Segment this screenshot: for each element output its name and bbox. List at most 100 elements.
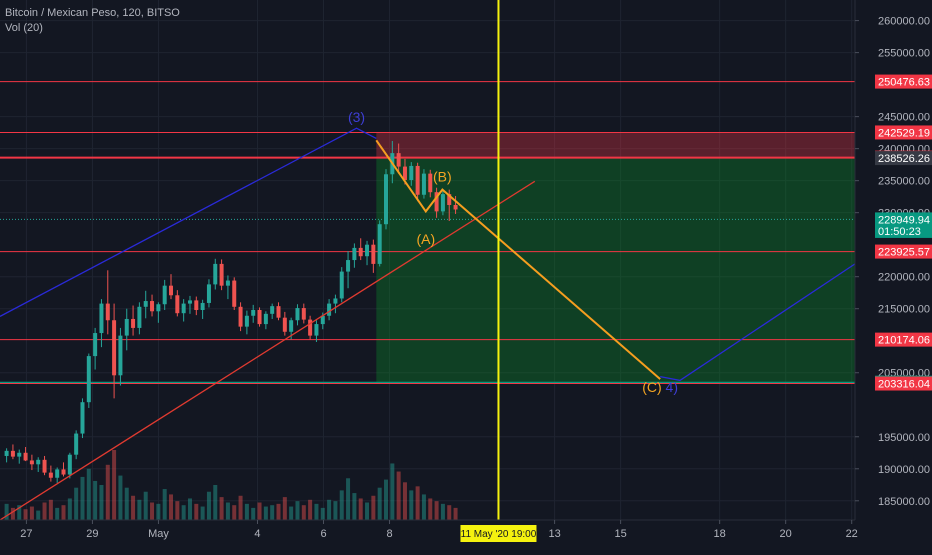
candle-body: [447, 194, 452, 205]
volume-bar: [308, 499, 313, 520]
volume-bar: [390, 463, 395, 520]
candle-body: [428, 173, 433, 193]
candle-body: [308, 319, 313, 336]
volume-bar: [23, 509, 28, 520]
candle-body: [339, 271, 344, 299]
candle-body: [402, 166, 407, 181]
price-tick-label-0: 260000.00: [878, 16, 930, 28]
price-tick-label-9: 195000.00: [878, 432, 930, 444]
candle-body: [118, 335, 123, 376]
volume-bar: [93, 480, 98, 520]
wave-label-4: 4): [666, 379, 678, 395]
trendline-abc-orange: [375, 139, 661, 380]
volume-bar: [453, 507, 458, 520]
volume-bar: [99, 485, 104, 520]
candle-body: [131, 318, 136, 328]
candle-body: [365, 244, 370, 257]
volume-bar: [377, 487, 382, 520]
volume-bar: [295, 501, 300, 520]
price-label-text-6: 203316.04: [878, 379, 930, 391]
crosshair-time-label-box: [460, 525, 537, 542]
candle-body: [232, 280, 237, 307]
volume-bar: [169, 494, 174, 520]
price-label-text-4: 210174.06: [878, 335, 930, 347]
candle-body: [219, 263, 224, 286]
candle-body: [42, 459, 47, 473]
volume-bar: [48, 499, 53, 520]
volume-bar: [55, 507, 60, 520]
candle-body: [17, 452, 22, 457]
time-tick-label-9: 20: [780, 528, 792, 540]
candle-body: [434, 192, 439, 212]
wave-label-2: (B): [433, 168, 452, 184]
volume-bar: [232, 505, 237, 520]
candle-body: [150, 301, 155, 312]
volume-indicator-label: Vol (20): [5, 22, 43, 34]
crosshair-time-label: 11 May '20 19:00: [461, 529, 537, 540]
volume-bar: [150, 502, 155, 520]
volume-bar: [282, 497, 287, 520]
volume-bar: [301, 505, 306, 520]
candle-body: [415, 165, 420, 195]
candle-body: [346, 260, 351, 272]
volume-bar: [384, 479, 389, 520]
volume-bar: [29, 506, 34, 520]
volume-bar: [206, 491, 211, 520]
candle-body: [377, 224, 382, 264]
volume-bar: [200, 506, 205, 520]
volume-bar: [74, 487, 79, 520]
volume-bar: [415, 486, 420, 520]
volume-bar: [225, 502, 230, 520]
price-axis-background: [855, 0, 932, 550]
volume-bar: [440, 503, 445, 520]
candle-body: [124, 318, 129, 336]
take-profit-zone: [376, 157, 855, 383]
candle-body: [225, 280, 230, 286]
candle-body: [358, 247, 363, 257]
wave-label-0: (3): [348, 109, 365, 125]
candle-body: [314, 324, 319, 336]
time-tick-label-7: 15: [614, 528, 626, 540]
candle-body: [194, 300, 199, 310]
candle-body: [453, 204, 458, 210]
candle-body: [80, 402, 85, 434]
symbol-title: Bitcoin / Mexican Peso, 120, BITSO: [5, 7, 180, 19]
candle-body: [23, 452, 28, 461]
volume-bar: [251, 507, 256, 520]
wave-label-3: (C): [642, 379, 661, 395]
candle-body: [409, 165, 414, 181]
candle-body: [181, 303, 186, 314]
price-label-text-3: 223925.57: [878, 247, 930, 259]
candle-body: [238, 306, 243, 327]
volume-bar: [352, 493, 357, 520]
candle-body: [333, 298, 338, 304]
volume-bar: [421, 494, 426, 520]
candle-body: [162, 285, 167, 305]
volume-bar: [143, 491, 148, 520]
candle-body: [327, 303, 332, 316]
candle-body: [352, 247, 357, 261]
volume-bar: [371, 495, 376, 520]
candle-body: [55, 469, 60, 478]
candle-body: [112, 320, 117, 376]
volume-bar: [80, 476, 85, 520]
candle-body: [29, 460, 34, 465]
time-axis-background: [0, 520, 855, 550]
candle-body: [440, 194, 445, 212]
candle-body: [137, 306, 142, 328]
volume-bar: [447, 505, 452, 520]
volume-bar: [17, 505, 22, 520]
volume-bar: [396, 471, 401, 520]
candle-body: [263, 313, 268, 325]
candle-body: [156, 304, 161, 312]
volume-bar: [428, 498, 433, 520]
candle-body: [270, 306, 275, 314]
volume-bar: [346, 478, 351, 520]
volume-bar: [339, 490, 344, 520]
time-tick-label-6: 13: [548, 528, 560, 540]
volume-bar: [263, 506, 268, 520]
candle-body: [384, 174, 389, 225]
